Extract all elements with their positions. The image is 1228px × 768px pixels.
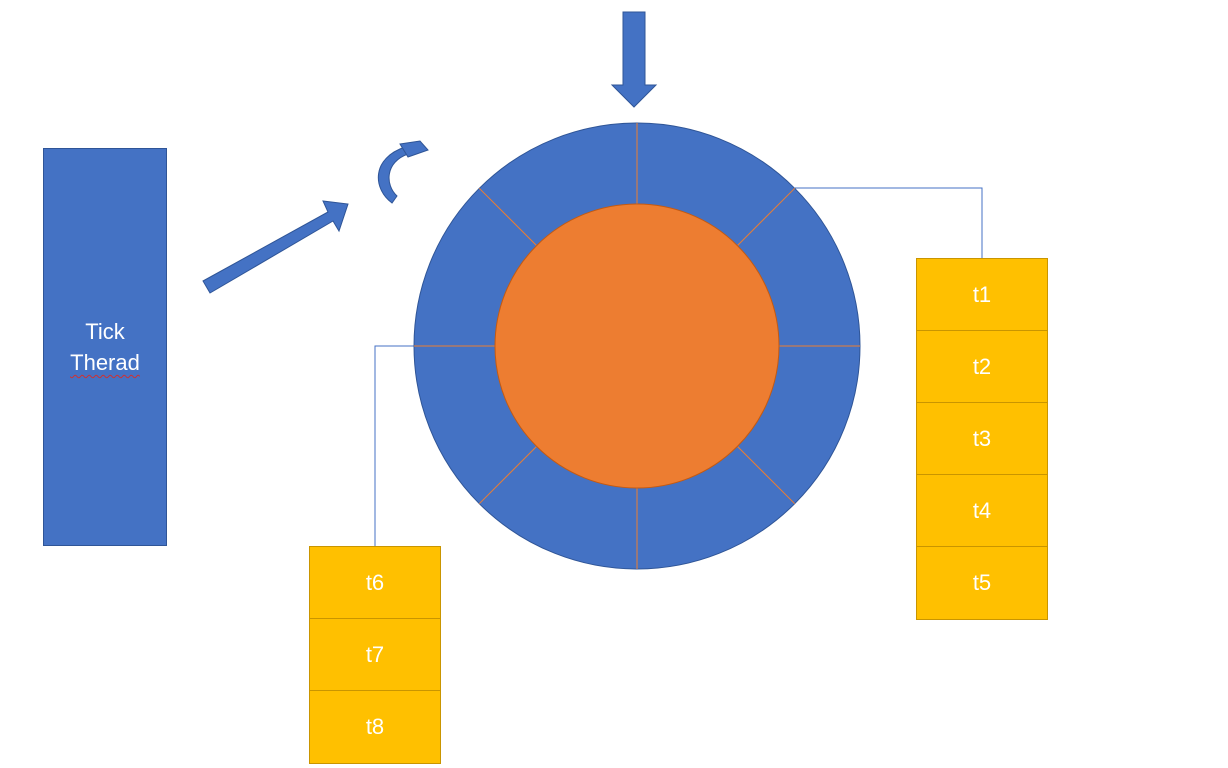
task-item-t3: t3 (917, 403, 1047, 475)
wheel-slot-divider (478, 446, 537, 505)
task-stack-right: t1 t2 t3 t4 t5 (916, 258, 1048, 620)
task-item-t4: t4 (917, 475, 1047, 547)
task-item-t2: t2 (917, 331, 1047, 403)
task-item-t5: t5 (917, 547, 1047, 619)
tick-thread-label-line1: Tick (85, 319, 125, 344)
timing-wheel (413, 122, 861, 570)
task-stack-left: t6 t7 t8 (309, 546, 441, 764)
task-item-t6: t6 (310, 547, 440, 619)
wheel-hub (494, 203, 780, 489)
down-arrow-icon (610, 11, 658, 108)
tick-thread-label-line2: Therad (70, 350, 140, 375)
wheel-slot-divider (737, 446, 796, 505)
wheel-slot-divider (478, 187, 537, 246)
diagonal-arrow-icon (202, 200, 349, 294)
tick-thread-block: Tick Therad (43, 148, 167, 546)
connector-line-left (374, 345, 415, 546)
wheel-slot-dividers (414, 123, 860, 569)
task-item-t1: t1 (917, 259, 1047, 331)
wheel-slot-divider (737, 187, 796, 246)
task-item-t8: t8 (310, 691, 440, 763)
connector-line-right (795, 187, 983, 258)
rotate-arrow-icon (377, 140, 429, 204)
task-item-t7: t7 (310, 619, 440, 691)
